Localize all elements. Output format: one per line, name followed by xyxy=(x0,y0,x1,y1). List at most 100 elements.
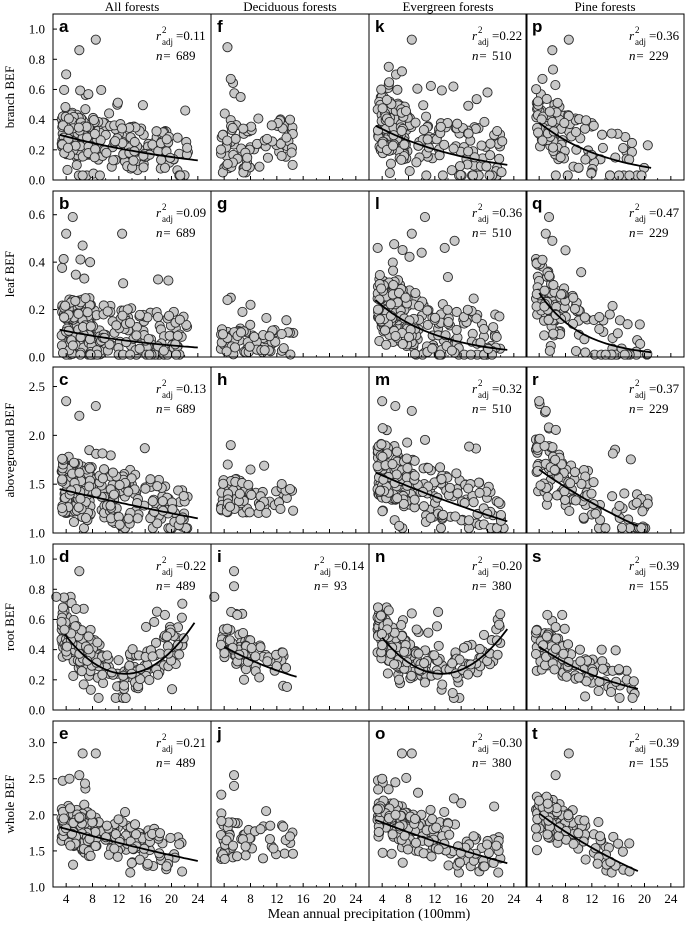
r2-superscript: 2 xyxy=(478,732,483,742)
data-point xyxy=(59,84,70,96)
r2-superscript: 2 xyxy=(162,555,167,565)
data-point xyxy=(541,93,552,105)
data-point xyxy=(573,162,584,173)
data-point xyxy=(422,319,433,330)
data-point xyxy=(388,265,399,276)
r2-subscript: adj xyxy=(478,214,489,224)
data-point xyxy=(596,644,607,655)
data-point xyxy=(619,349,630,360)
panel-letter: t xyxy=(532,724,538,743)
data-point xyxy=(447,658,458,669)
data-point xyxy=(397,338,408,350)
data-point xyxy=(539,285,550,296)
r2-value: =0.22 xyxy=(492,28,522,43)
data-point xyxy=(152,481,163,492)
data-point xyxy=(114,479,125,491)
data-point xyxy=(138,162,149,173)
data-point xyxy=(222,459,233,470)
data-point xyxy=(492,125,503,137)
data-point xyxy=(404,251,415,262)
data-point xyxy=(425,804,436,815)
panel-letter: r xyxy=(532,370,539,389)
data-point xyxy=(539,330,550,341)
data-point xyxy=(262,656,273,667)
data-point xyxy=(579,815,590,826)
data-point xyxy=(227,840,239,851)
data-point xyxy=(555,152,566,163)
data-point xyxy=(92,637,103,648)
data-point xyxy=(479,861,490,872)
r2-value: =0.22 xyxy=(176,558,206,573)
data-point xyxy=(228,566,240,577)
y-tick-label: 0.4 xyxy=(29,112,46,127)
data-point xyxy=(102,650,113,661)
data-point xyxy=(215,144,227,155)
data-point xyxy=(228,770,240,781)
data-point xyxy=(436,474,447,485)
r2-value: =0.09 xyxy=(176,205,206,220)
data-point xyxy=(607,491,618,502)
panel-letter: i xyxy=(217,547,222,566)
data-point xyxy=(161,134,172,145)
data-point xyxy=(254,161,265,172)
r2-superscript: 2 xyxy=(635,555,640,565)
data-point xyxy=(421,111,432,122)
data-point xyxy=(152,669,164,680)
data-point xyxy=(376,283,387,294)
data-point xyxy=(286,147,297,158)
data-point xyxy=(174,314,185,325)
data-point xyxy=(59,312,70,323)
data-point xyxy=(108,489,120,500)
n-value: 510 xyxy=(492,48,512,63)
data-point xyxy=(277,647,288,658)
data-point xyxy=(401,453,412,464)
data-point xyxy=(406,228,417,239)
data-point xyxy=(243,479,254,490)
data-point xyxy=(452,488,463,499)
data-point xyxy=(255,642,266,653)
data-point xyxy=(564,505,575,517)
n-value: 380 xyxy=(492,578,512,593)
data-point xyxy=(84,463,96,474)
data-point xyxy=(167,684,178,695)
data-point xyxy=(174,839,185,850)
column-title: All forests xyxy=(105,0,160,14)
data-point xyxy=(165,832,176,843)
y-tick-label: 0.0 xyxy=(29,350,45,365)
n-label: n= xyxy=(156,48,171,63)
data-point xyxy=(563,810,574,821)
data-point xyxy=(389,659,400,670)
data-point xyxy=(75,254,86,265)
data-point xyxy=(388,140,399,151)
data-point xyxy=(224,501,236,512)
data-point xyxy=(171,349,182,360)
data-point xyxy=(381,339,392,350)
data-point xyxy=(109,843,120,854)
fit-curve xyxy=(59,133,198,162)
data-point xyxy=(474,643,485,655)
fit-curve xyxy=(375,299,508,351)
x-tick-label: 8 xyxy=(247,891,254,906)
column-title: Pine forests xyxy=(574,0,635,14)
n-value: 155 xyxy=(649,755,669,770)
data-point xyxy=(172,330,183,341)
x-tick-label: 4 xyxy=(221,891,228,906)
panel-letter: q xyxy=(532,194,542,213)
data-point xyxy=(531,84,542,95)
data-point xyxy=(278,821,289,832)
r2-superscript: 2 xyxy=(478,378,483,388)
data-point xyxy=(178,491,189,502)
data-point xyxy=(534,795,545,806)
data-point xyxy=(410,117,421,128)
data-point xyxy=(606,128,617,139)
data-point xyxy=(89,152,100,163)
data-point xyxy=(110,136,121,147)
fit-curve xyxy=(59,328,198,349)
data-point xyxy=(579,123,591,134)
data-point xyxy=(68,457,80,468)
data-point xyxy=(182,142,193,153)
data-point xyxy=(238,123,249,134)
r2-subscript: adj xyxy=(320,567,331,577)
n-label: n= xyxy=(472,755,487,770)
data-point xyxy=(423,462,434,474)
